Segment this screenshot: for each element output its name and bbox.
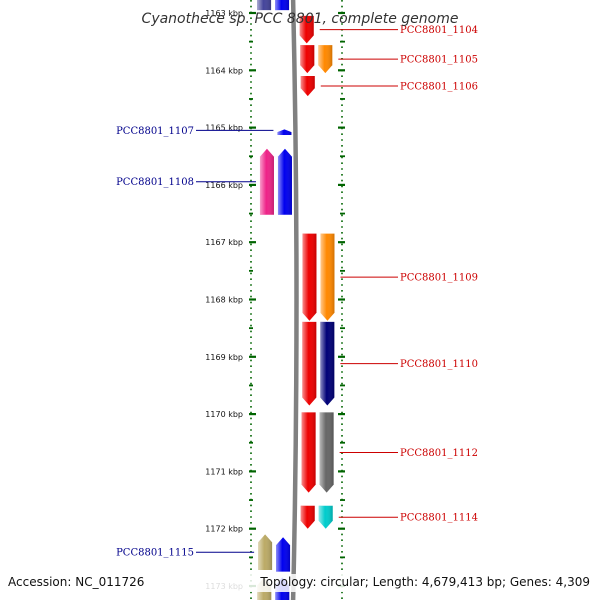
map-title: Cyanothece sp. PCC 8801, complete genome xyxy=(142,11,459,27)
gene-label[interactable]: PCC8801_1110 xyxy=(400,359,478,370)
gene-label[interactable]: PCC8801_1112 xyxy=(400,448,478,459)
gene-arrow-shading xyxy=(299,15,314,44)
gene-features xyxy=(257,0,335,600)
gene-arrow-shading xyxy=(258,534,273,570)
kbp-tick-label: 1164 kbp xyxy=(205,66,243,75)
gene-arrow-shading xyxy=(301,412,316,493)
gene-label[interactable]: PCC8801_1115 xyxy=(116,548,194,559)
gene-arrow[interactable] xyxy=(320,233,335,321)
accession-text: Accession: NC_011726 xyxy=(8,575,144,589)
gene-arrow[interactable] xyxy=(259,148,274,215)
gene-label[interactable]: PCC8801_1104 xyxy=(400,25,478,36)
gene-labels: PCC8801_1104 PCC8801_1105 PCC8801_1106 PCC8… xyxy=(116,25,478,559)
gene-arrow-shading xyxy=(277,129,292,136)
footer-band xyxy=(0,574,600,592)
gene-arrow-shading xyxy=(318,505,333,529)
gene-arrow-shading xyxy=(259,148,274,215)
kbp-tick-label: 1168 kbp xyxy=(205,296,243,305)
gene-arrow[interactable] xyxy=(258,534,273,570)
gene-arrow-shading xyxy=(277,148,292,215)
gene-arrow[interactable] xyxy=(300,76,315,97)
genome-backbone xyxy=(290,0,299,600)
gene-arrow-shading xyxy=(320,321,335,406)
kbp-tick-label: 1166 kbp xyxy=(205,181,243,190)
gene-arrow[interactable] xyxy=(257,0,272,11)
gene-label[interactable]: PCC8801_1109 xyxy=(400,273,478,284)
gene-arrow[interactable] xyxy=(320,321,335,406)
gene-arrow[interactable] xyxy=(302,321,317,406)
kbp-tick-label: 1167 kbp xyxy=(205,238,243,247)
gene-arrow[interactable] xyxy=(301,412,316,493)
gene-arrow[interactable] xyxy=(300,505,315,529)
gene-arrow-shading xyxy=(319,412,334,493)
kbp-tick-label: 1163 kbp xyxy=(205,9,243,18)
kbp-tick-label: 1169 kbp xyxy=(205,353,243,362)
gene-label[interactable]: PCC8801_1114 xyxy=(400,513,478,524)
gene-arrow-shading xyxy=(257,0,272,11)
gene-arrow[interactable] xyxy=(275,0,290,11)
gene-arrow-shading xyxy=(275,0,290,11)
gene-arrow[interactable] xyxy=(299,15,314,44)
gene-arrow-shading xyxy=(302,233,317,321)
gene-arrow-shading xyxy=(318,45,333,74)
gene-label[interactable]: PCC8801_1106 xyxy=(400,82,478,93)
topology-text: Topology: circular; Length: 4,679,413 bp… xyxy=(259,575,590,589)
gene-arrow-shading xyxy=(276,537,291,572)
gene-label[interactable]: PCC8801_1108 xyxy=(116,177,194,188)
kbp-tick-label: 1171 kbp xyxy=(205,467,243,476)
gene-label[interactable]: PCC8801_1105 xyxy=(400,55,478,66)
gene-arrow-shading xyxy=(300,505,315,529)
gene-arrow[interactable] xyxy=(302,233,317,321)
gene-arrow-shading xyxy=(300,45,315,74)
gene-arrow[interactable] xyxy=(319,412,334,493)
kbp-tick-label: 1165 kbp xyxy=(205,124,243,133)
gene-arrow[interactable] xyxy=(277,129,292,136)
gene-arrow-shading xyxy=(320,233,335,321)
gene-arrow-shading xyxy=(300,76,315,97)
gene-arrow[interactable] xyxy=(276,537,291,572)
gene-arrow[interactable] xyxy=(318,505,333,529)
kbp-tick-label: 1172 kbp xyxy=(205,525,243,534)
gene-arrow[interactable] xyxy=(318,45,333,74)
gene-arrow[interactable] xyxy=(300,45,315,74)
kbp-tick-label: 1170 kbp xyxy=(205,410,243,419)
gene-arrow-shading xyxy=(302,321,317,406)
gene-arrow[interactable] xyxy=(277,148,292,215)
gene-label[interactable]: PCC8801_1107 xyxy=(116,126,194,137)
